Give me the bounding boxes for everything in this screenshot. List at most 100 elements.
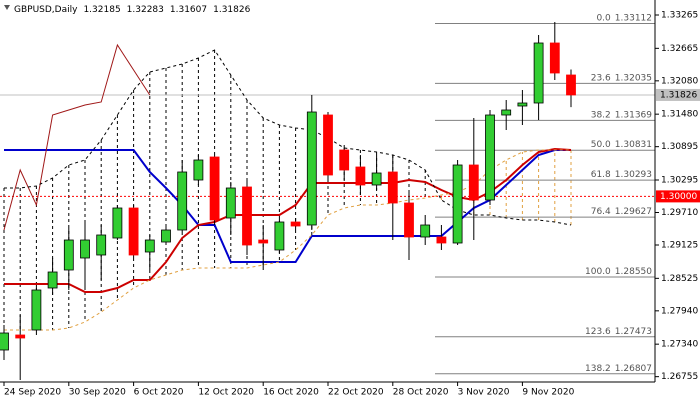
candle-body: [0, 332, 9, 351]
x-tick-label: 3 Nov 2020: [458, 388, 510, 398]
header-open: 1.32185: [83, 5, 120, 15]
symbol-icon: [4, 5, 10, 10]
fib-ratio: 0.0: [596, 13, 611, 23]
candle-body: [355, 166, 366, 186]
candle-body: [258, 239, 269, 244]
x-tick-label: 9 Nov 2020: [522, 388, 574, 398]
symbol-title: GBPUSD,Daily: [14, 5, 78, 15]
fib-ratio: 138.2: [585, 363, 611, 373]
fib-label: 123.6 1.27473: [585, 326, 652, 336]
y-tick-label: 1.33265: [661, 11, 698, 21]
candle-body: [161, 229, 171, 243]
candle-body: [485, 114, 495, 201]
candle-body: [420, 224, 431, 238]
candle-body: [436, 236, 447, 244]
y-tick-label: 1.27940: [661, 306, 698, 316]
indicator-line: [4, 149, 571, 263]
fib-ratio: 50.0: [591, 140, 611, 150]
fib-ratio: 123.6: [585, 326, 611, 336]
y-tick-label: 1.28525: [661, 274, 698, 284]
candle-body: [209, 156, 220, 221]
indicator-line: [4, 49, 572, 226]
indicator-line: [4, 149, 571, 331]
fib-ratio: 38.2: [591, 110, 611, 120]
candle-body: [47, 271, 58, 289]
x-tick-label: 12 Oct 2020: [198, 388, 254, 398]
fib-price: 1.33112: [615, 13, 652, 23]
x-tick-label: 28 Oct 2020: [393, 388, 449, 398]
y-tick-label: 1.29125: [661, 241, 698, 251]
fib-price: 1.29627: [615, 207, 652, 217]
fib-ratio: 100.0: [585, 266, 611, 276]
candle-body: [96, 234, 107, 256]
fib-price: 1.27473: [615, 326, 652, 336]
candle-body: [501, 109, 512, 116]
header-high: 1.32283: [127, 5, 164, 15]
candle-body: [177, 171, 188, 231]
fib-ratio: 23.6: [591, 73, 611, 83]
candle-body: [371, 172, 382, 186]
alert-tag: [656, 190, 700, 203]
x-tick-label: 24 Sep 2020: [4, 388, 61, 398]
fib-price: 1.32035: [615, 73, 652, 83]
candle-body: [31, 289, 42, 331]
candle-body: [242, 186, 252, 246]
candle-body: [404, 202, 414, 238]
alert-label: 1.30000: [660, 192, 697, 202]
candle-body: [290, 221, 301, 227]
candle-body: [549, 42, 560, 74]
header-close: 1.31826: [213, 5, 250, 15]
x-tick-label: 22 Oct 2020: [328, 388, 384, 398]
fib-price: 1.28550: [615, 266, 652, 276]
y-tick-label: 1.32665: [661, 44, 698, 54]
fib-ratio: 76.4: [591, 207, 611, 217]
x-tick-label: 16 Oct 2020: [263, 388, 319, 398]
current-price-label: 1.31826: [660, 90, 697, 100]
candle-body: [566, 74, 576, 96]
candle-body: [323, 114, 333, 176]
y-tick-label: 1.29710: [661, 208, 698, 218]
candle-body: [387, 171, 398, 204]
candle-body: [517, 102, 528, 107]
fib-price: 1.26807: [615, 363, 652, 373]
fib-label: 61.8 1.30293: [591, 170, 652, 180]
candle-body: [193, 159, 204, 181]
fib-label: 76.4 1.29627: [591, 207, 652, 217]
fib-price: 1.31369: [615, 110, 652, 120]
candle-body: [274, 221, 285, 251]
candle-body: [63, 239, 74, 271]
y-tick-label: 1.30295: [661, 176, 698, 186]
candle-body: [80, 239, 90, 259]
fib-price: 1.30831: [615, 140, 652, 150]
candle-body: [306, 111, 317, 226]
fib-price: 1.30293: [615, 170, 652, 180]
fib-label: 100.0 1.28550: [585, 266, 652, 276]
current-price-tag: [656, 88, 700, 101]
candle-body: [128, 207, 139, 256]
fib-label: 50.0 1.30831: [591, 140, 652, 150]
fib-label: 138.2 1.26807: [585, 363, 652, 373]
candle-body: [533, 42, 544, 104]
fib-ratio: 61.8: [591, 170, 611, 180]
candle-body: [225, 187, 236, 219]
header-low: 1.31607: [170, 5, 207, 15]
chart-header: GBPUSD,Daily 1.32185 1.32283 1.31607 1.31826: [14, 5, 251, 15]
y-tick-label: 1.27340: [661, 340, 698, 350]
y-tick-label: 1.31480: [661, 110, 698, 120]
fib-label: 38.2 1.31369: [591, 110, 653, 120]
fib-label: 23.6 1.32035: [591, 73, 652, 83]
x-tick-label: 30 Sep 2020: [69, 388, 126, 398]
fib-label: 0.0 1.33112: [596, 13, 652, 23]
candle-body: [468, 164, 479, 201]
candle-body: [339, 149, 350, 171]
candle-body: [452, 164, 463, 244]
y-tick-label: 1.26755: [661, 372, 698, 382]
x-tick-label: 6 Oct 2020: [134, 388, 184, 398]
candle-body: [144, 239, 155, 253]
candle-body: [15, 334, 26, 339]
plot-layer: 0.0 1.33112 23.6 1.32035 38.2 1.31369 50.0 1.30…: [0, 13, 655, 380]
candle-body: [112, 207, 123, 239]
y-tick-label: 1.30895: [661, 142, 698, 152]
